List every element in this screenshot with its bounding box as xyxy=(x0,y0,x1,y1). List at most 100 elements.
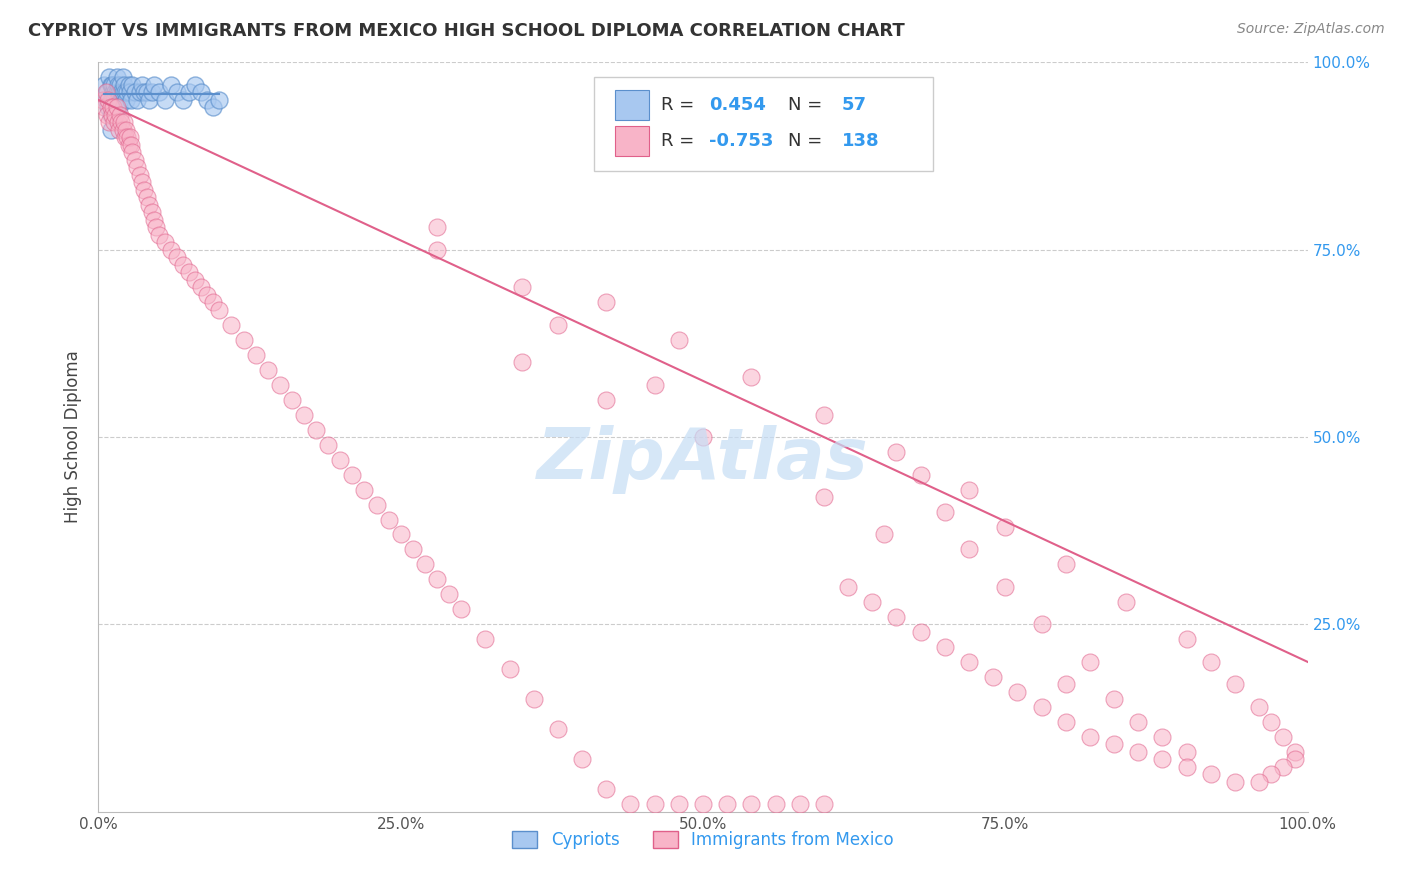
Point xyxy=(1284,745,1306,759)
Point xyxy=(437,587,460,601)
Point xyxy=(105,100,128,114)
Point xyxy=(93,78,115,92)
Point xyxy=(305,423,328,437)
Point xyxy=(644,377,666,392)
Text: 57: 57 xyxy=(842,96,868,114)
Point xyxy=(202,100,225,114)
Point xyxy=(96,108,118,122)
Point xyxy=(910,467,932,482)
Point xyxy=(221,318,243,332)
Point xyxy=(1054,714,1077,729)
Point xyxy=(108,108,131,122)
Point xyxy=(104,108,127,122)
Point xyxy=(160,78,183,92)
Point xyxy=(934,505,956,519)
Point xyxy=(118,137,141,152)
Point xyxy=(886,445,908,459)
Point xyxy=(1128,714,1150,729)
Point xyxy=(523,692,546,706)
Text: R =: R = xyxy=(661,132,700,150)
Point xyxy=(103,78,125,92)
Point xyxy=(1054,558,1077,572)
Text: -0.753: -0.753 xyxy=(709,132,773,150)
Point xyxy=(153,93,176,107)
Point xyxy=(957,542,980,557)
Point xyxy=(141,86,163,100)
Point xyxy=(1249,774,1271,789)
Point xyxy=(1284,752,1306,766)
Point xyxy=(110,86,132,100)
Point xyxy=(413,558,436,572)
Legend: Cypriots, Immigrants from Mexico: Cypriots, Immigrants from Mexico xyxy=(506,824,900,855)
Point xyxy=(498,662,520,676)
Point xyxy=(98,70,121,85)
Point xyxy=(957,655,980,669)
Point xyxy=(1152,730,1174,744)
Point xyxy=(107,78,129,92)
Point xyxy=(103,93,125,107)
Point xyxy=(934,640,956,654)
Point xyxy=(117,86,139,100)
Point xyxy=(94,93,117,107)
Point xyxy=(103,115,125,129)
Point xyxy=(148,86,170,100)
Point xyxy=(1031,699,1053,714)
Point xyxy=(329,452,352,467)
Point xyxy=(101,86,124,100)
Point xyxy=(269,377,291,392)
Point xyxy=(692,430,714,444)
Point xyxy=(595,782,617,797)
Point xyxy=(98,115,121,129)
Point xyxy=(100,100,122,114)
Point xyxy=(100,108,122,122)
Point xyxy=(134,183,156,197)
Point xyxy=(160,243,183,257)
Point xyxy=(1054,677,1077,691)
Point xyxy=(1199,767,1222,781)
Point xyxy=(202,295,225,310)
Point xyxy=(128,168,150,182)
Point xyxy=(195,287,218,301)
Point xyxy=(104,86,127,100)
Point xyxy=(740,797,762,812)
Point xyxy=(510,280,533,294)
Point xyxy=(135,190,157,204)
Point xyxy=(1272,730,1295,744)
Point xyxy=(124,86,146,100)
Point xyxy=(1175,745,1198,759)
Point xyxy=(256,362,278,376)
Point xyxy=(860,595,883,609)
Point xyxy=(190,86,212,100)
Point xyxy=(97,100,120,114)
Point xyxy=(1260,767,1282,781)
Point xyxy=(100,123,122,137)
Point xyxy=(115,93,138,107)
FancyBboxPatch shape xyxy=(595,78,932,171)
Point xyxy=(377,512,399,526)
Point xyxy=(668,333,690,347)
Text: R =: R = xyxy=(661,96,700,114)
Point xyxy=(1102,737,1125,751)
Point xyxy=(111,86,134,100)
Point xyxy=(292,408,315,422)
Point xyxy=(644,797,666,812)
Point xyxy=(166,86,188,100)
Point xyxy=(1272,760,1295,774)
Point xyxy=(100,93,122,107)
Point xyxy=(166,250,188,264)
Point xyxy=(1078,730,1101,744)
Point xyxy=(107,93,129,107)
Point xyxy=(118,78,141,92)
Point xyxy=(510,355,533,369)
Point xyxy=(94,86,117,100)
Point xyxy=(93,100,115,114)
Point xyxy=(111,70,134,85)
Point xyxy=(1175,760,1198,774)
Point xyxy=(692,797,714,812)
Point xyxy=(981,670,1004,684)
Point xyxy=(107,115,129,129)
Point xyxy=(547,723,569,737)
Point xyxy=(450,602,472,616)
Point xyxy=(127,93,149,107)
Point xyxy=(886,610,908,624)
